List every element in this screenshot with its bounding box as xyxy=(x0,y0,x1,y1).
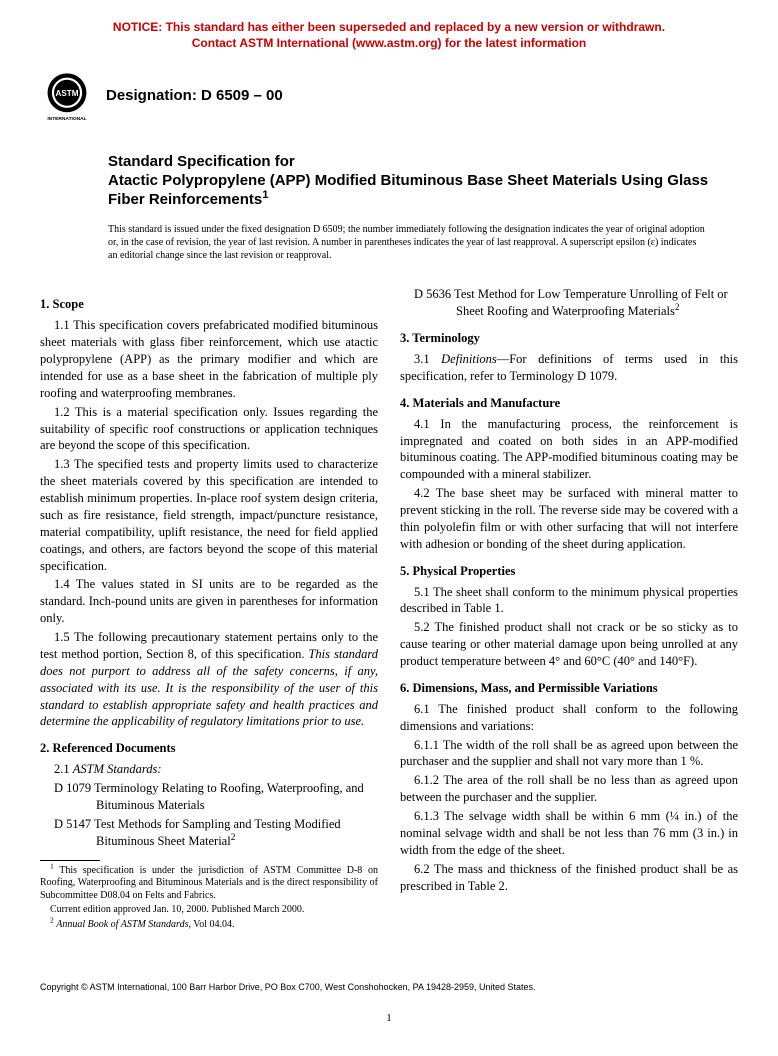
para-4-1: 4.1 In the manufacturing process, the re… xyxy=(400,416,738,484)
copyright: Copyright © ASTM International, 100 Barr… xyxy=(40,981,738,993)
page-number: 1 xyxy=(40,1011,738,1026)
svg-text:ASTM: ASTM xyxy=(56,89,79,98)
section-3-head: 3. Terminology xyxy=(400,330,738,347)
section-1-head: 1. Scope xyxy=(40,296,378,313)
title-block: Standard Specification for Atactic Polyp… xyxy=(108,153,738,209)
para-2-1: 2.1 ASTM Standards: xyxy=(40,761,378,778)
ref-d5147: D 5147 Test Methods for Sampling and Tes… xyxy=(40,816,378,850)
para-1-4: 1.4 The values stated in SI units are to… xyxy=(40,576,378,627)
para-6-1-2: 6.1.2 The area of the roll shall be no l… xyxy=(400,772,738,806)
notice-banner: NOTICE: This standard has either been su… xyxy=(40,20,738,51)
section-5-head: 5. Physical Properties xyxy=(400,563,738,580)
title-pre: Standard Specification for xyxy=(108,153,738,172)
para-6-2: 6.2 The mass and thickness of the finish… xyxy=(400,861,738,895)
title-main: Atactic Polypropylene (APP) Modified Bit… xyxy=(108,172,738,210)
para-6-1-3: 6.1.3 The selvage width shall be within … xyxy=(400,808,738,859)
body-columns: 1. Scope 1.1 This specification covers p… xyxy=(40,286,738,931)
para-5-1: 5.1 The sheet shall conform to the minim… xyxy=(400,584,738,618)
para-1-3: 1.3 The specified tests and property lim… xyxy=(40,456,378,574)
para-1-2: 1.2 This is a material specification onl… xyxy=(40,404,378,455)
para-6-1: 6.1 The finished product shall conform t… xyxy=(400,701,738,735)
ref-d1079: D 1079 Terminology Relating to Roofing, … xyxy=(40,780,378,814)
notice-line2: Contact ASTM International (www.astm.org… xyxy=(192,36,586,50)
header-row: ASTM INTERNATIONAL Designation: D 6509 –… xyxy=(40,69,738,123)
section-2-head: 2. Referenced Documents xyxy=(40,740,378,757)
svg-text:INTERNATIONAL: INTERNATIONAL xyxy=(47,116,86,122)
para-1-1: 1.1 This specification covers prefabrica… xyxy=(40,317,378,401)
footnote-1: 1 This specification is under the jurisd… xyxy=(40,865,378,903)
issuance-note: This standard is issued under the fixed … xyxy=(108,223,708,262)
designation: Designation: D 6509 – 00 xyxy=(106,86,283,106)
section-4-head: 4. Materials and Manufacture xyxy=(400,395,738,412)
para-5-2: 5.2 The finished product shall not crack… xyxy=(400,619,738,670)
notice-line1: NOTICE: This standard has either been su… xyxy=(113,20,665,34)
ref-d5636: D 5636 Test Method for Low Temperature U… xyxy=(400,286,738,320)
para-6-1-1: 6.1.1 The width of the roll shall be as … xyxy=(400,737,738,771)
para-4-2: 4.2 The base sheet may be surfaced with … xyxy=(400,485,738,553)
para-3-1: 3.1 Definitions—For definitions of terms… xyxy=(400,351,738,385)
section-6-head: 6. Dimensions, Mass, and Permissible Var… xyxy=(400,680,738,697)
astm-logo: ASTM INTERNATIONAL xyxy=(40,69,94,123)
footnote-separator xyxy=(40,860,100,861)
footnote-1b: Current edition approved Jan. 10, 2000. … xyxy=(40,904,378,917)
para-1-5: 1.5 The following precautionary statemen… xyxy=(40,629,378,730)
footnote-2: 2 Annual Book of ASTM Standards, Vol 04.… xyxy=(40,919,378,932)
